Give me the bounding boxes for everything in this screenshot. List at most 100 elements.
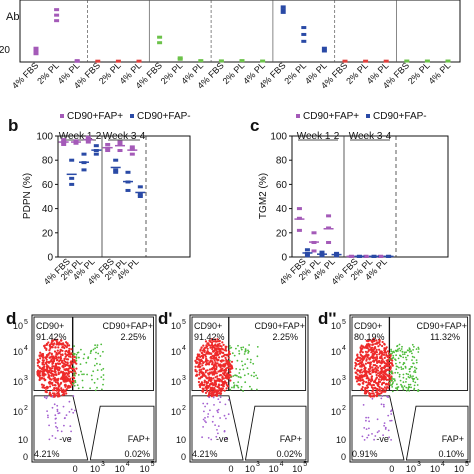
event-dot — [200, 375, 204, 379]
event-dot — [355, 380, 359, 383]
flow-y-tick-label: 10 — [171, 377, 181, 387]
event-dot — [405, 378, 408, 380]
event-dot — [85, 361, 88, 364]
data-point — [137, 195, 143, 198]
event-dot — [395, 387, 397, 389]
event-dot — [403, 351, 406, 354]
event-dot — [49, 371, 53, 374]
event-dot — [402, 362, 405, 364]
event-dot — [219, 387, 222, 390]
event-dot — [225, 369, 228, 372]
event-dot — [67, 368, 70, 372]
event-dot — [57, 372, 60, 376]
event-dot — [362, 375, 365, 378]
event-dot — [398, 347, 401, 350]
event-dot — [94, 389, 97, 392]
event-dot — [57, 394, 60, 397]
gate-value-top-right: 2.25% — [120, 332, 146, 342]
event-dot — [390, 375, 393, 378]
event-dot — [356, 376, 359, 379]
legend-swatch — [366, 114, 370, 118]
panel-a-xtick-label: 4% FBS — [10, 60, 40, 90]
event-dot — [47, 416, 49, 419]
event-dot — [359, 359, 362, 362]
event-dot — [51, 395, 54, 398]
event-dot — [395, 349, 398, 352]
event-dot — [53, 367, 57, 370]
event-dot — [411, 377, 414, 380]
flow-y-tick-label: 10 — [336, 435, 346, 445]
event-dot — [361, 435, 364, 438]
event-dot — [229, 388, 232, 391]
data-point — [117, 149, 123, 153]
flow-y-tick-exp: 4 — [24, 345, 28, 352]
event-dot — [367, 416, 370, 419]
panel-a-point — [301, 26, 307, 30]
event-dot — [414, 381, 417, 384]
gate-value-bottom-left: 0.91% — [352, 449, 378, 459]
event-dot — [391, 364, 394, 367]
event-dot — [54, 355, 58, 358]
flow-x-tick-label: 10 — [140, 464, 150, 474]
flow-y-tick-label: 10 — [331, 377, 341, 387]
event-dot — [370, 377, 373, 380]
event-dot — [232, 375, 235, 377]
event-dot — [217, 432, 219, 435]
event-dot — [44, 373, 47, 376]
event-dot — [408, 348, 411, 350]
event-dot — [238, 352, 241, 355]
event-dot — [61, 353, 64, 357]
event-dot — [382, 434, 384, 437]
event-dot — [46, 370, 49, 373]
event-dot — [385, 353, 388, 356]
gate-value-top-right: 2.25% — [272, 332, 298, 342]
event-dot — [222, 377, 225, 380]
event-dot — [385, 387, 388, 391]
event-dot — [60, 389, 63, 392]
event-dot — [390, 413, 393, 415]
gate-label-top-left: CD90+ — [354, 321, 382, 331]
event-dot — [73, 384, 76, 387]
event-dot — [371, 386, 374, 390]
event-dot — [210, 367, 213, 370]
event-dot — [228, 369, 231, 372]
y-tick-label: 0 — [47, 253, 53, 264]
event-dot — [375, 350, 378, 353]
event-dot — [50, 374, 53, 377]
event-dot — [64, 385, 67, 388]
event-dot — [220, 383, 223, 387]
event-dot — [356, 373, 359, 376]
event-dot — [365, 381, 368, 384]
event-dot — [367, 361, 370, 364]
event-dot — [91, 378, 93, 381]
event-dot — [96, 344, 99, 346]
event-dot — [408, 376, 411, 379]
event-dot — [368, 420, 370, 423]
data-point — [137, 185, 143, 189]
flow-x-tick-label: 10 — [115, 464, 125, 474]
event-dot — [211, 390, 214, 393]
panel-a-ylabel: Ab — [6, 11, 19, 23]
event-dot — [387, 383, 390, 386]
event-dot — [377, 366, 380, 369]
event-dot — [227, 413, 230, 416]
event-dot — [57, 356, 61, 359]
event-dot — [213, 367, 216, 370]
event-dot — [81, 373, 83, 376]
event-dot — [76, 384, 79, 386]
event-dot — [43, 396, 46, 399]
event-dot — [69, 385, 72, 388]
event-dot — [96, 346, 98, 349]
event-dot — [203, 379, 206, 382]
event-dot — [51, 365, 54, 368]
event-dot — [376, 357, 379, 360]
y-tick-label: 20 — [276, 228, 288, 239]
event-dot — [64, 352, 67, 355]
event-dot — [203, 383, 206, 386]
event-dot — [43, 386, 46, 389]
event-dot — [61, 364, 65, 367]
event-dot — [401, 345, 403, 348]
event-dot — [376, 369, 380, 372]
event-dot — [366, 370, 369, 373]
event-dot — [200, 382, 203, 385]
